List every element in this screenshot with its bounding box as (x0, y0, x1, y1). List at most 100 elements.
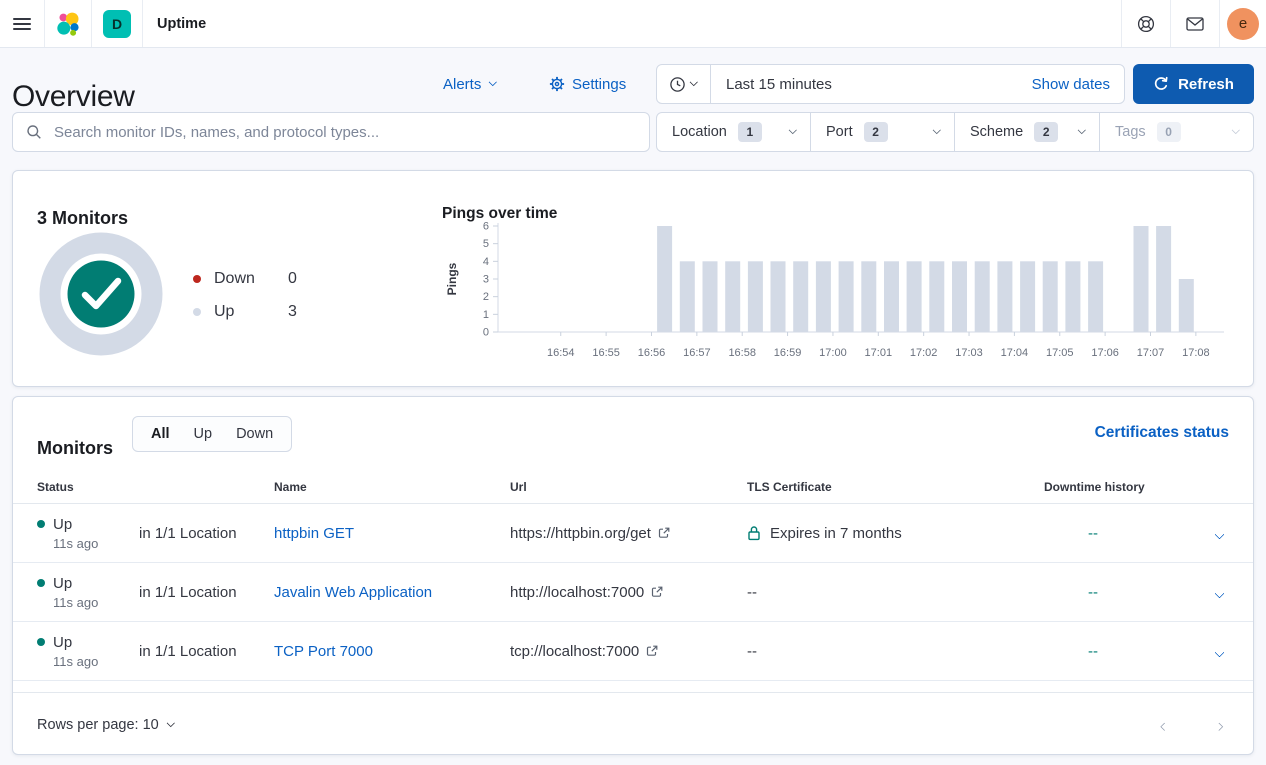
chevron-down-icon (1214, 529, 1225, 539)
rows-per-page-label: Rows per page: 10 (37, 716, 159, 733)
table-footer: Rows per page: 10 (13, 692, 1253, 756)
super-date-picker: Last 15 minutes Show dates (656, 64, 1125, 104)
alerts-label: Alerts (443, 75, 482, 93)
newsfeed-button[interactable] (1171, 0, 1219, 47)
col-url: Url (510, 480, 527, 494)
svg-text:17:06: 17:06 (1091, 347, 1119, 359)
tab-up[interactable]: Up (193, 426, 213, 442)
monitor-name-link[interactable]: Javalin Web Application (274, 583, 433, 601)
svg-text:17:00: 17:00 (819, 347, 847, 359)
tls-text: Expires in 7 months (770, 524, 902, 542)
chevron-down-icon (166, 718, 175, 727)
filter-label: Port (826, 124, 853, 140)
up-status-dot-icon (37, 579, 45, 587)
svg-text:0: 0 (483, 327, 489, 339)
svg-text:2: 2 (483, 291, 489, 303)
legend-item-up: Up 3 (193, 302, 297, 322)
elastic-logo-icon (57, 12, 79, 36)
location-text: in 1/1 Location (139, 642, 237, 660)
col-status: Status (37, 480, 74, 494)
svg-text:4: 4 (483, 256, 489, 268)
user-avatar: e (1227, 7, 1259, 40)
svg-text:16:55: 16:55 (592, 347, 620, 359)
table-row: Up 11s ago in 1/1 Location Javalin Web A… (13, 563, 1253, 622)
filter-count-badge: 0 (1156, 122, 1181, 142)
svg-text:5: 5 (483, 238, 489, 250)
chevron-down-icon (489, 78, 497, 86)
status-cell: Up 11s ago (37, 516, 139, 551)
user-menu-button[interactable]: e (1220, 0, 1266, 47)
svg-text:3: 3 (483, 274, 489, 286)
monitors-table: Status Name Url TLS Certificate Downtime… (13, 471, 1253, 681)
url-text: https://httpbin.org/get (510, 524, 651, 542)
svg-text:17:08: 17:08 (1182, 347, 1210, 359)
url-text: tcp://localhost:7000 (510, 642, 640, 660)
legend-value: 0 (288, 270, 297, 287)
snapshot-panel: 3 Monitors Down 0 Up 3 Pings over time 0… (12, 170, 1254, 387)
location-text: in 1/1 Location (139, 524, 237, 542)
lock-icon (748, 526, 760, 541)
downtime-history: -- (1088, 642, 1098, 660)
menu-button[interactable] (0, 0, 44, 47)
expand-row-button[interactable] (1212, 581, 1227, 604)
hamburger-icon (13, 17, 31, 30)
rows-per-page-button[interactable]: Rows per page: 10 (37, 716, 175, 733)
up-status-dot-icon (37, 520, 45, 528)
filter-location[interactable]: Location 1 (657, 113, 811, 151)
space-selector[interactable]: D (92, 0, 142, 47)
monitor-name-link[interactable]: httpbin GET (274, 524, 355, 542)
monitor-url-link[interactable]: http://localhost:7000 (510, 584, 747, 601)
settings-link[interactable]: Settings (549, 64, 626, 104)
monitor-url-link[interactable]: tcp://localhost:7000 (510, 643, 747, 660)
filter-port[interactable]: Port 2 (811, 113, 955, 151)
alerts-menu-button[interactable]: Alerts (443, 64, 497, 104)
expand-cell (1206, 640, 1229, 663)
monitor-url-link[interactable]: https://httpbin.org/get (510, 525, 747, 542)
external-link-icon (658, 527, 670, 538)
table-row: Up 11s ago in 1/1 Location TCP Port 7000… (13, 622, 1253, 681)
refresh-button[interactable]: Refresh (1133, 64, 1254, 104)
filter-scheme[interactable]: Scheme 2 (955, 113, 1100, 151)
status-text: Up (53, 515, 73, 533)
filter-label: Location (672, 124, 727, 140)
last-check-time: 11s ago (53, 594, 99, 610)
svg-text:6: 6 (483, 221, 489, 233)
topbar-separator (1170, 0, 1171, 47)
monitor-name-link[interactable]: TCP Port 7000 (274, 642, 373, 660)
gear-icon (549, 76, 565, 92)
status-text: Up (53, 574, 73, 592)
chevron-down-icon (1214, 647, 1225, 657)
search-icon (27, 125, 41, 139)
svg-text:16:57: 16:57 (683, 347, 711, 359)
certificates-status-link[interactable]: Certificates status (1094, 424, 1229, 441)
expand-row-button[interactable] (1212, 522, 1227, 545)
expand-cell (1206, 581, 1229, 604)
show-dates-button[interactable]: Show dates (1031, 75, 1110, 93)
monitors-title: Monitors (37, 437, 113, 458)
help-button[interactable] (1122, 0, 1170, 47)
tab-down[interactable]: Down (236, 426, 274, 442)
filter-tags: Tags 0 (1100, 113, 1253, 151)
quick-select-button[interactable] (657, 65, 711, 103)
pings-chart-title: Pings over time (442, 204, 558, 222)
table-header-row: Status Name Url TLS Certificate Downtime… (13, 471, 1253, 504)
tab-all[interactable]: All (151, 426, 170, 442)
check-icon (81, 277, 122, 310)
monitor-search (12, 112, 650, 152)
svg-text:17:02: 17:02 (910, 347, 938, 359)
time-range-display[interactable]: Last 15 minutes (726, 75, 832, 93)
settings-label: Settings (572, 75, 627, 93)
elastic-home-button[interactable] (45, 0, 91, 47)
table-row: Up 11s ago in 1/1 Location httpbin GET h… (13, 504, 1253, 563)
search-input[interactable] (52, 122, 636, 142)
expand-row-button[interactable] (1212, 640, 1227, 663)
next-page-button[interactable] (1212, 713, 1226, 736)
url-text: http://localhost:7000 (510, 583, 645, 601)
previous-page-button[interactable] (1158, 713, 1172, 736)
external-link-icon (652, 586, 663, 597)
status-cell: Up 11s ago (37, 575, 139, 610)
legend-value: 3 (288, 303, 297, 320)
svg-text:17:07: 17:07 (1137, 347, 1165, 359)
chevron-down-icon (1214, 588, 1225, 598)
